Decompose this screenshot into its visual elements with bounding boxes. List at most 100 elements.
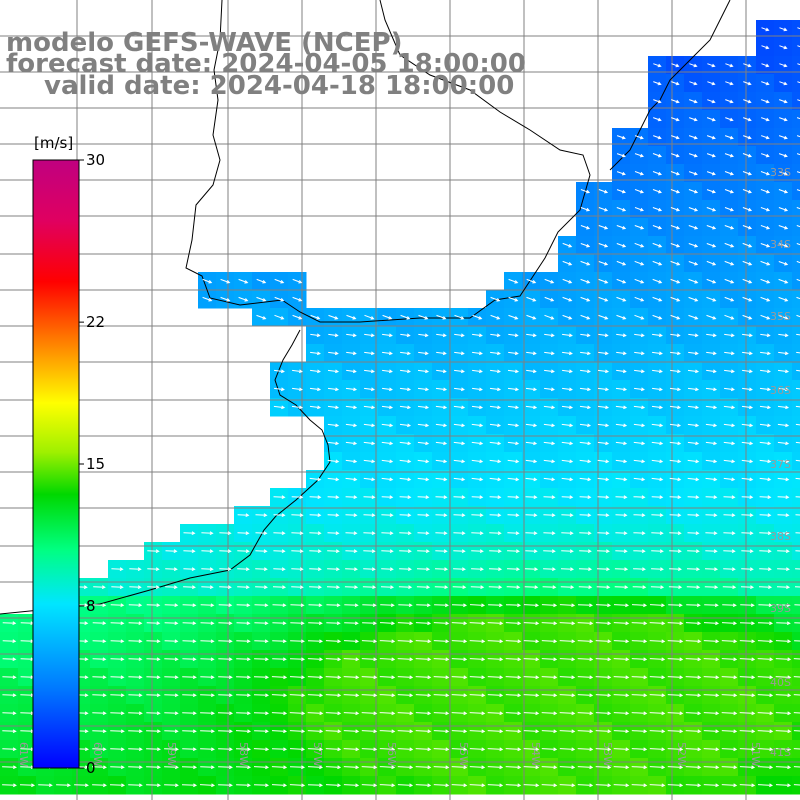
wind-arrow — [523, 783, 540, 788]
wind-arrow — [579, 477, 592, 482]
wind-arrow — [381, 531, 394, 536]
wind-arrow — [542, 585, 557, 590]
colorbar-tick-label: 30 — [86, 151, 105, 169]
wind-arrow — [183, 567, 196, 572]
wind-arrow — [667, 729, 684, 734]
wind-arrow — [615, 387, 628, 392]
wind-arrow — [218, 621, 233, 626]
wind-arrow — [237, 549, 250, 554]
wind-arrow — [435, 495, 448, 500]
wind-arrow — [649, 675, 666, 680]
wind-arrow — [561, 441, 574, 446]
wind-arrow — [543, 441, 556, 446]
wind-arrow — [562, 278, 573, 284]
wind-arrow — [615, 441, 628, 446]
wind-arrow — [705, 459, 718, 464]
wind-arrow — [92, 783, 107, 788]
lon-label: 52W — [675, 742, 688, 767]
wind-arrow — [685, 711, 702, 716]
wind-arrow — [687, 369, 700, 374]
wind-arrow — [796, 314, 800, 318]
wind-arrow — [760, 243, 771, 248]
wind-arrow — [649, 693, 666, 698]
wind-arrow — [634, 369, 645, 374]
wind-arrow — [758, 585, 773, 590]
wind-arrow — [706, 260, 717, 266]
wind-arrow — [236, 639, 251, 644]
wind-cell — [792, 416, 800, 435]
wind-arrow — [128, 693, 143, 698]
wind-arrow — [688, 243, 699, 248]
wind-arrow — [703, 747, 720, 752]
wind-arrow — [236, 693, 251, 698]
wind-arrow — [308, 621, 323, 626]
wind-arrow — [559, 711, 576, 716]
wind-arrow — [797, 81, 800, 84]
wind-arrow — [615, 459, 628, 464]
wind-arrow — [740, 603, 755, 608]
wind-arrow — [146, 765, 161, 770]
wind-cell — [792, 164, 800, 183]
wind-arrow — [598, 314, 609, 320]
wind-arrow — [506, 585, 521, 590]
wind-arrow — [667, 747, 684, 752]
wind-arrow — [363, 459, 376, 464]
wind-arrow — [327, 369, 340, 374]
wind-arrow — [238, 296, 249, 302]
wind-cell — [792, 686, 800, 705]
wind-arrow — [327, 477, 340, 482]
wind-arrow — [760, 207, 771, 212]
wind-arrow — [469, 729, 486, 734]
wind-arrow — [273, 567, 286, 572]
wind-arrow — [595, 639, 612, 644]
wind-arrow — [382, 351, 393, 356]
wind-arrow — [759, 441, 772, 446]
wind-arrow — [436, 314, 447, 320]
wind-arrow — [688, 171, 698, 176]
wind-arrow — [199, 783, 216, 788]
wind-arrow — [777, 513, 790, 518]
wind-arrow — [417, 387, 430, 392]
wind-arrow — [472, 369, 483, 374]
wind-arrow — [721, 675, 738, 680]
wind-arrow — [544, 314, 555, 320]
wind-arrow — [777, 405, 790, 410]
wind-arrow — [397, 693, 414, 698]
wind-arrow — [741, 495, 754, 500]
wind-arrow — [417, 531, 430, 536]
wind-arrow — [650, 585, 665, 590]
wind-arrow — [577, 693, 594, 698]
wind-arrow — [433, 765, 450, 770]
wind-arrow — [489, 387, 502, 392]
wind-arrow — [688, 189, 699, 194]
wind-arrow — [397, 657, 414, 662]
wind-cell — [792, 308, 800, 327]
wind-arrow — [543, 513, 556, 518]
wind-arrow — [706, 135, 716, 140]
wind-arrow — [417, 369, 430, 374]
wind-arrow — [687, 549, 700, 554]
grid-labels: 33S 34S 35S 36S 37S 38S 39S 40S 41S 61W 60W 59W 58W 5… — [17, 166, 791, 767]
wind-arrow — [616, 135, 626, 140]
wind-arrow — [454, 333, 465, 338]
wind-arrow — [487, 765, 504, 770]
lon-label: 53W — [601, 742, 614, 767]
wind-arrow — [742, 153, 752, 158]
wind-arrow — [685, 747, 702, 752]
wind-arrow — [761, 153, 770, 158]
wind-arrow — [796, 135, 800, 138]
wind-arrow — [671, 63, 680, 68]
wind-arrow — [364, 369, 375, 374]
wind-arrow — [561, 423, 574, 428]
wind-arrow — [649, 657, 666, 662]
wind-arrow — [471, 423, 484, 428]
wind-arrow — [616, 189, 626, 194]
wind-arrow — [795, 496, 800, 498]
wind-arrow — [795, 568, 800, 570]
wind-arrow — [616, 153, 626, 158]
wind-arrow — [543, 531, 556, 536]
wind-arrow — [779, 63, 788, 68]
colorbar-tick-label: 15 — [86, 455, 105, 473]
wind-arrow — [415, 783, 432, 788]
wind-arrow — [652, 153, 662, 158]
